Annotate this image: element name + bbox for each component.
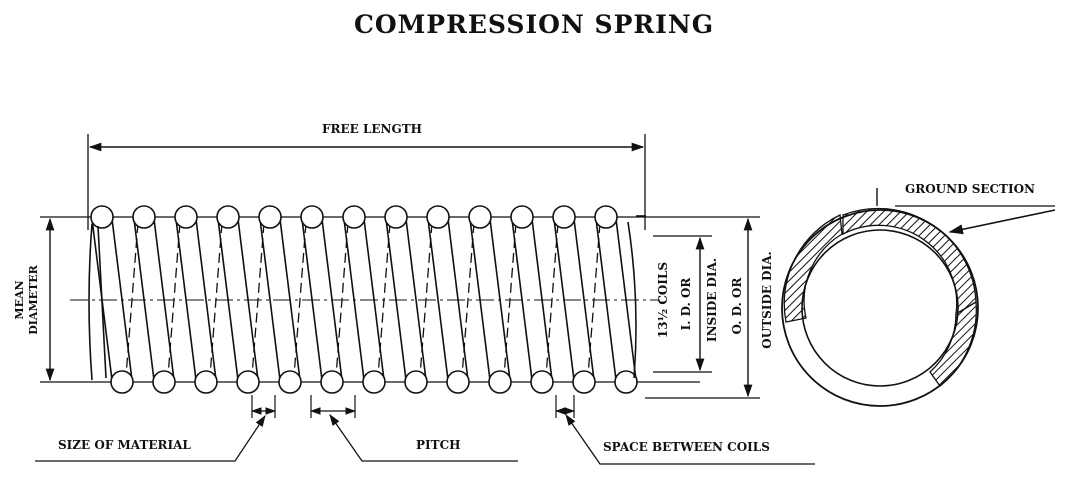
coil-back-strand [377,222,391,377]
leader-lines [35,414,815,465]
mean-diameter-label-1: MEAN [13,280,26,319]
outside-dia-label-2: OUTSIDE DIA. [760,251,774,348]
coil-front-strand [217,218,239,381]
wire-section-top [552,205,576,229]
wire-section-bottom [614,370,638,394]
wire-section-bottom [404,370,428,394]
coil-count-label: 13½ COILS [656,262,670,338]
wire-section-top [132,205,156,229]
wire-section-top [90,205,114,229]
wire-section-bottom [446,370,470,394]
wire-section-bottom [110,370,134,394]
wire-section-bottom [362,370,386,394]
pitch-label: PITCH [416,438,460,452]
inside-diameter-dimension: I. D. OR INSIDE DIA. [653,235,719,373]
coil-front-strand [279,218,301,381]
coil-front-strand [489,218,511,381]
wire-section-top [426,205,450,229]
coil-front-strand [153,218,175,381]
wire-section-top [216,205,240,229]
end-view: GROUND SECTION [781,182,1056,407]
wire-section-bottom [320,370,344,394]
wire-section-top [342,205,366,229]
wire-section-top [300,205,324,229]
outside-dia-label-1: O. D. OR [730,277,744,335]
coil-front-strand [615,218,637,381]
coil-front-strand [237,218,259,381]
wire-section-bottom [572,370,596,394]
wire-section-top [174,205,198,229]
wire-section-bottom [194,370,218,394]
ground-section-hatch [842,207,977,316]
wire-section-top [258,205,282,229]
coil-front-strand [363,218,385,381]
coil-front-strand [573,218,595,381]
coil-front-strand [427,218,449,381]
mean-diameter-dimension: MEAN DIAMETER [13,217,55,382]
coil-front-strand [447,218,469,381]
coil-front-strand [553,218,575,381]
coil-front-strand [195,218,217,381]
free-length-label: FREE LENGTH [322,122,422,136]
wire-section-bottom [236,370,260,394]
coil-front-strand [531,218,553,381]
coil-front-strand [301,218,323,381]
diagram-title: COMPRESSION SPRING [353,10,715,39]
space-between-coils-label: SPACE BETWEEN COILS [603,440,770,454]
right-end-coil [627,221,637,379]
inside-dia-label-1: I. D. OR [679,277,693,331]
material-dimensions [250,395,576,418]
coil-front-strand [321,218,343,381]
wire-section-bottom [278,370,302,394]
wire-section-bottom [530,370,554,394]
size-of-material-label: SIZE OF MATERIAL [58,438,191,452]
coil-front-strand [405,218,427,381]
coil-front-strand [259,218,281,381]
ground-section-label: GROUND SECTION [905,182,1035,196]
coil-front-strand [469,218,491,381]
coil-front-strand [385,218,407,381]
coil-front-strand [111,218,133,381]
coil-front-strand [175,218,197,381]
free-length-dimension: FREE LENGTH [87,122,646,230]
outline-lines [40,216,760,399]
coil-front-strand [595,218,617,381]
spring-coils [90,205,646,394]
inside-dia-label-2: INSIDE DIA. [705,258,719,342]
coil-front-strand [511,218,533,381]
wire-section-bottom [488,370,512,394]
mean-diameter-label-2: DIAMETER [27,264,40,334]
left-end-coil [88,223,107,381]
coil-front-strand [133,218,155,381]
wire-section-top [384,205,408,229]
wire-section-top [468,205,492,229]
wire-section-bottom [152,370,176,394]
coil-front-strand [343,218,365,381]
wire-section-top [510,205,534,229]
wire-section-top [594,205,618,229]
outside-diameter-dimension: O. D. OR OUTSIDE DIA. [730,217,774,398]
